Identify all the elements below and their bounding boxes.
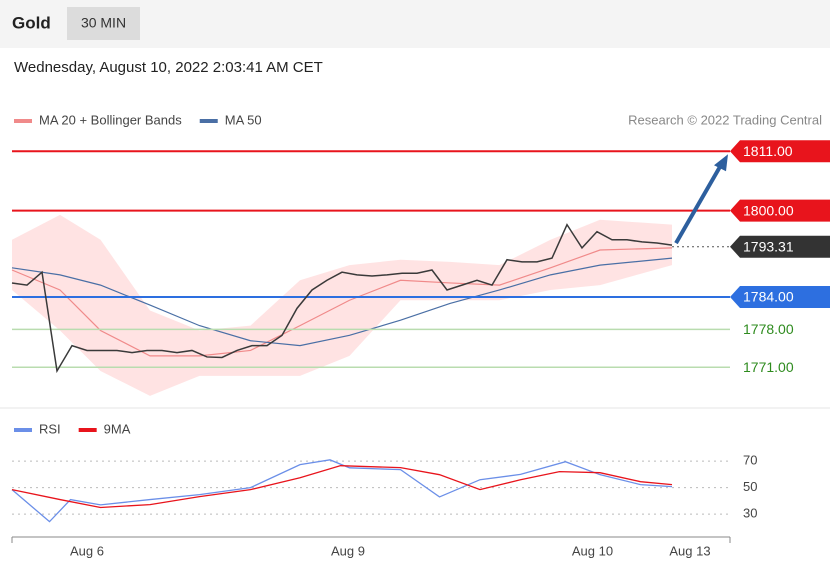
ma50-line <box>11 257 673 347</box>
timestamp: Wednesday, August 10, 2022 2:03:41 AM CE… <box>14 59 323 76</box>
legend-label: RSI <box>39 421 61 436</box>
legend-swatch <box>14 428 32 432</box>
x-tick-label: Aug 9 <box>331 543 365 558</box>
series-line <box>11 459 673 523</box>
forecast-arrow <box>674 162 724 245</box>
price-line <box>11 223 673 374</box>
legend-label: 9MA <box>104 421 131 436</box>
legend-label: MA 20 + Bollinger Bands <box>39 112 182 127</box>
instrument-title: Gold <box>12 13 51 32</box>
y-tick-label: 70 <box>743 453 757 468</box>
level-tag <box>730 199 830 222</box>
rsi-panel: 30 50 70 RSI 9MA Aug 6 Aug 9 Aug 10 Aug 13 <box>11 421 757 558</box>
level-tag <box>730 235 830 258</box>
interval-label[interactable]: 30 MIN <box>81 15 126 31</box>
credit: Research © 2022 Trading Central <box>628 112 822 127</box>
level-label: 1771.00 <box>743 359 794 375</box>
ma20-line <box>11 247 673 357</box>
x-tick-label: Aug 10 <box>572 543 613 558</box>
level-label: 1811.00 <box>743 143 793 159</box>
series-line <box>11 465 673 509</box>
price-panel: MA 20 + Bollinger Bands MA 50 1811.00 1800.… <box>11 112 830 396</box>
bollinger-band <box>12 214 672 396</box>
interval-button[interactable] <box>67 7 140 40</box>
x-tick-label: Aug 6 <box>70 543 104 558</box>
level-tag <box>730 140 830 163</box>
level-label: 1784.00 <box>743 289 794 305</box>
level-label: 1778.00 <box>743 321 794 337</box>
legend-swatch <box>78 428 97 432</box>
level-tag <box>730 286 830 308</box>
forecast-arrowhead <box>714 154 728 172</box>
level-label: 1800.00 <box>743 202 794 218</box>
y-tick-label: 50 <box>743 479 757 494</box>
legend-swatch <box>14 119 32 123</box>
legend-swatch <box>199 119 218 123</box>
y-tick-label: 30 <box>743 506 757 521</box>
legend-label: MA 50 <box>225 112 262 127</box>
level-label: 1793.31 <box>743 238 794 254</box>
x-tick-label: Aug 13 <box>669 543 710 558</box>
